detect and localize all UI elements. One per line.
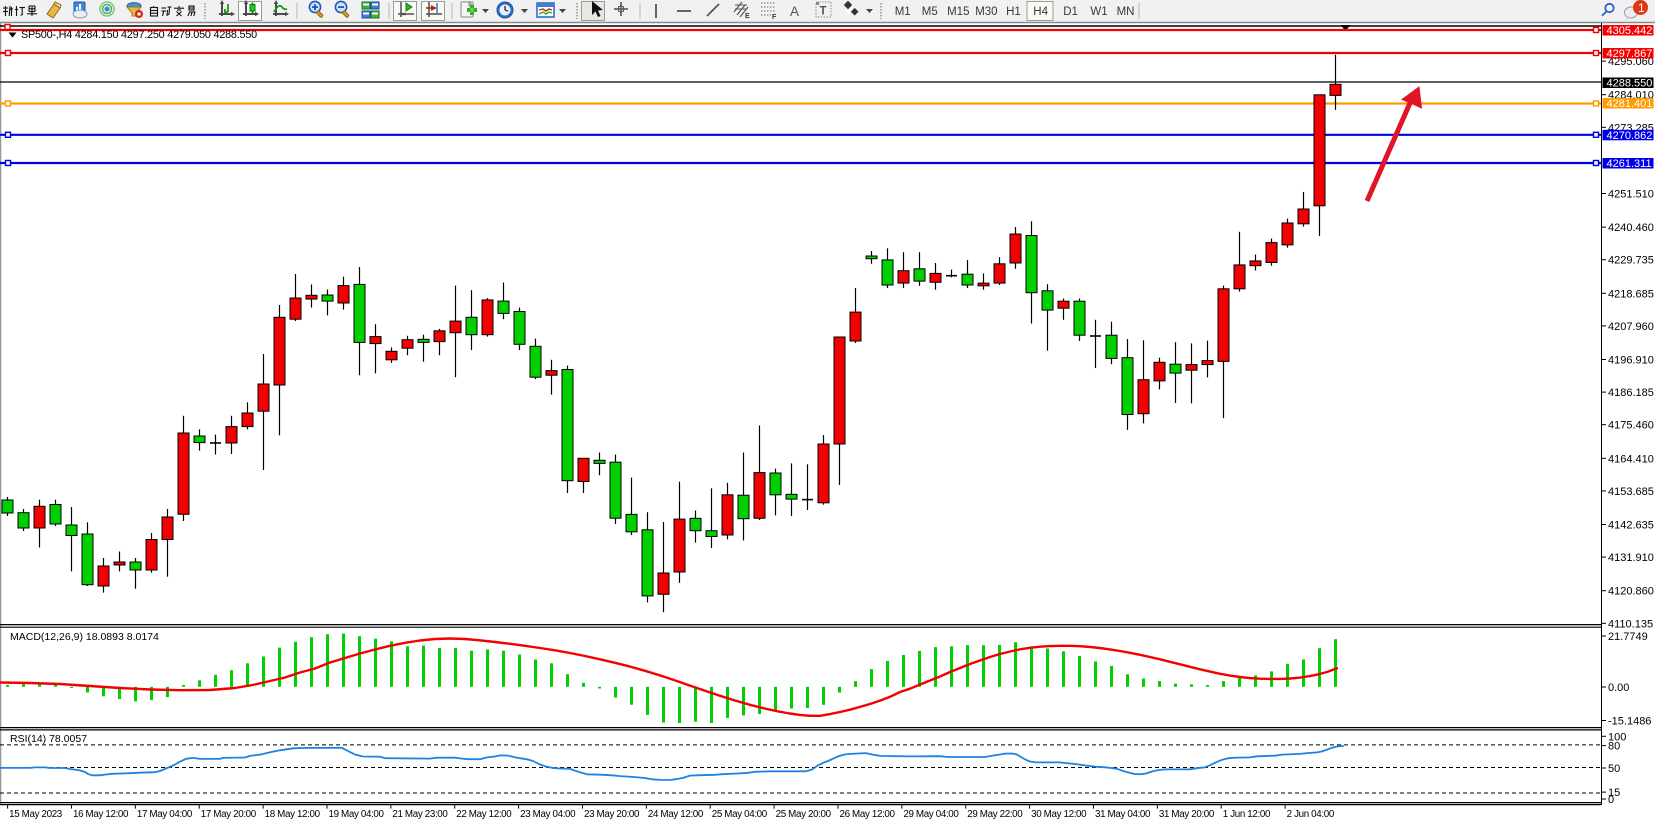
svg-text:25 May 20:00: 25 May 20:00 <box>776 809 832 820</box>
svg-text:W1: W1 <box>1090 6 1107 18</box>
svg-text:15: 15 <box>1608 787 1620 799</box>
svg-text:21.7749: 21.7749 <box>1608 631 1648 643</box>
svg-text:D1: D1 <box>1063 6 1078 18</box>
svg-text:2 Jun 04:00: 2 Jun 04:00 <box>1287 809 1335 820</box>
svg-text:H1: H1 <box>1006 6 1021 18</box>
svg-text:4305.442: 4305.442 <box>1607 25 1653 37</box>
svg-text:25 May 04:00: 25 May 04:00 <box>712 809 768 820</box>
svg-text:0.00: 0.00 <box>1608 682 1629 694</box>
svg-text:4240.460: 4240.460 <box>1608 222 1654 234</box>
svg-text:18 May 12:00: 18 May 12:00 <box>265 809 321 820</box>
svg-text:4297.867: 4297.867 <box>1607 48 1653 60</box>
svg-text:4295.060: 4295.060 <box>1608 56 1654 68</box>
svg-text:100: 100 <box>1608 731 1626 743</box>
svg-text:4186.185: 4186.185 <box>1608 387 1654 399</box>
svg-text:4142.635: 4142.635 <box>1608 520 1654 532</box>
svg-text:1 Jun 12:00: 1 Jun 12:00 <box>1223 809 1271 820</box>
svg-text:MN: MN <box>1117 6 1135 18</box>
svg-text:23 May 20:00: 23 May 20:00 <box>584 809 640 820</box>
svg-text:H4: H4 <box>1033 6 1048 18</box>
svg-text:M1: M1 <box>895 6 911 18</box>
svg-text:M15: M15 <box>947 6 969 18</box>
svg-text:0: 0 <box>1608 794 1614 806</box>
svg-text:26 May 12:00: 26 May 12:00 <box>839 809 895 820</box>
svg-text:4229.735: 4229.735 <box>1608 255 1654 267</box>
svg-text:29 May 22:00: 29 May 22:00 <box>967 809 1023 820</box>
svg-text:31 May 04:00: 31 May 04:00 <box>1095 809 1151 820</box>
svg-text:MACD(12,26,9) 18.0893 8.0174: MACD(12,26,9) 18.0893 8.0174 <box>10 631 159 643</box>
svg-text:M5: M5 <box>922 6 938 18</box>
svg-text:4218.685: 4218.685 <box>1608 288 1654 300</box>
svg-text:F: F <box>772 14 777 21</box>
svg-text:22 May 12:00: 22 May 12:00 <box>456 809 512 820</box>
svg-text:4153.685: 4153.685 <box>1608 486 1654 498</box>
svg-text:31 May 20:00: 31 May 20:00 <box>1159 809 1215 820</box>
svg-text:16 May 12:00: 16 May 12:00 <box>73 809 129 820</box>
svg-text:T: T <box>820 6 827 18</box>
svg-text:15 May 2023: 15 May 2023 <box>9 809 63 820</box>
svg-text:50: 50 <box>1608 763 1620 775</box>
svg-text:-15.1486: -15.1486 <box>1608 716 1651 728</box>
svg-text:24 May 12:00: 24 May 12:00 <box>648 809 704 820</box>
svg-text:4110.135: 4110.135 <box>1608 618 1653 630</box>
svg-text:4288.550: 4288.550 <box>1607 78 1653 90</box>
svg-text:4175.460: 4175.460 <box>1608 420 1654 432</box>
svg-text:17 May 20:00: 17 May 20:00 <box>201 809 257 820</box>
svg-text:A: A <box>790 4 799 19</box>
svg-text:4261.311: 4261.311 <box>1607 158 1652 170</box>
svg-text:4120.860: 4120.860 <box>1608 586 1654 598</box>
svg-text:M30: M30 <box>975 6 997 18</box>
svg-text:4164.410: 4164.410 <box>1608 453 1654 465</box>
svg-text:SP500-,H4 4284.150 4297.250 4: SP500-,H4 4284.150 4297.250 4279.050 428… <box>21 29 257 41</box>
svg-text:4270.862: 4270.862 <box>1607 130 1653 142</box>
svg-text:17 May 04:00: 17 May 04:00 <box>137 809 193 820</box>
svg-text:21 May 23:00: 21 May 23:00 <box>392 809 448 820</box>
svg-text:4251.510: 4251.510 <box>1608 189 1654 201</box>
svg-text:80: 80 <box>1608 741 1620 753</box>
svg-text:19 May 04:00: 19 May 04:00 <box>328 809 384 820</box>
svg-text:23 May 04:00: 23 May 04:00 <box>520 809 576 820</box>
svg-text:4196.910: 4196.910 <box>1608 355 1654 367</box>
svg-text:29 May 04:00: 29 May 04:00 <box>903 809 959 820</box>
svg-text:E: E <box>745 13 750 20</box>
svg-text:4131.910: 4131.910 <box>1608 552 1654 564</box>
svg-text:30 May 12:00: 30 May 12:00 <box>1031 809 1087 820</box>
svg-text:4207.960: 4207.960 <box>1608 321 1654 333</box>
svg-text:4281.401: 4281.401 <box>1607 98 1653 110</box>
svg-text:1: 1 <box>1638 1 1645 15</box>
svg-text:RSI(14) 78.0057: RSI(14) 78.0057 <box>10 733 87 745</box>
